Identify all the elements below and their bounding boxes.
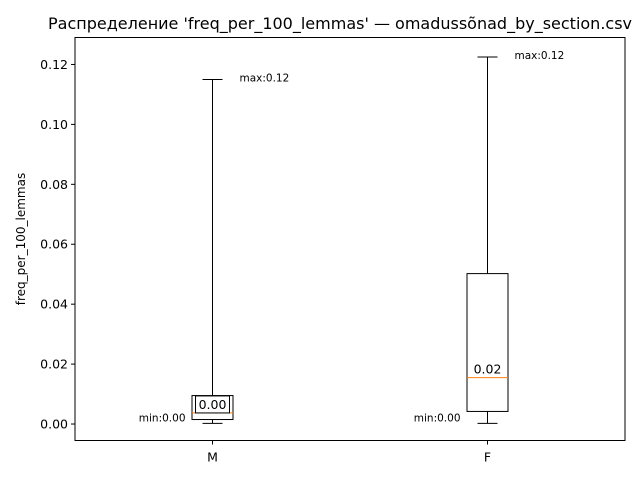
y-axis-label: freq_per_100_lemmas: [14, 173, 28, 305]
min-annotation: min:0.00: [139, 412, 186, 424]
max-annotation: max:0.12: [240, 72, 290, 84]
chart-title: Распределение 'freq_per_100_lemmas' — om…: [48, 14, 632, 34]
y-tick-label: 0.08: [40, 177, 68, 192]
y-tick-label: 0.02: [40, 357, 68, 372]
y-tick-label: 0.06: [40, 237, 68, 252]
y-tick-label: 0.12: [40, 57, 68, 72]
median-label: 0.02: [474, 362, 502, 377]
median-label: 0.00: [199, 397, 227, 412]
box-F: 0.02 min:0.00 max:0.12: [414, 50, 565, 424]
y-tick-label: 0.00: [40, 417, 68, 432]
y-tick-label: 0.04: [40, 297, 68, 312]
box-series: 0.00 min:0.00 max:0.12 0.02 min:0.00 max:0.12: [139, 50, 565, 424]
x-tick-label: F: [484, 450, 491, 465]
y-tick-label: 0.10: [40, 117, 68, 132]
max-annotation: max:0.12: [515, 50, 565, 62]
min-annotation: min:0.00: [414, 412, 461, 424]
x-tick-label: M: [207, 450, 218, 465]
plot-area-frame: [74, 37, 626, 441]
median-label-box: [195, 395, 230, 414]
y-axis-ticks: 0.00 0.02 0.04 0.06 0.08 0.10 0.12: [40, 57, 75, 432]
box-iqr: [466, 273, 509, 412]
box-M: 0.00 min:0.00 max:0.12: [139, 72, 290, 424]
